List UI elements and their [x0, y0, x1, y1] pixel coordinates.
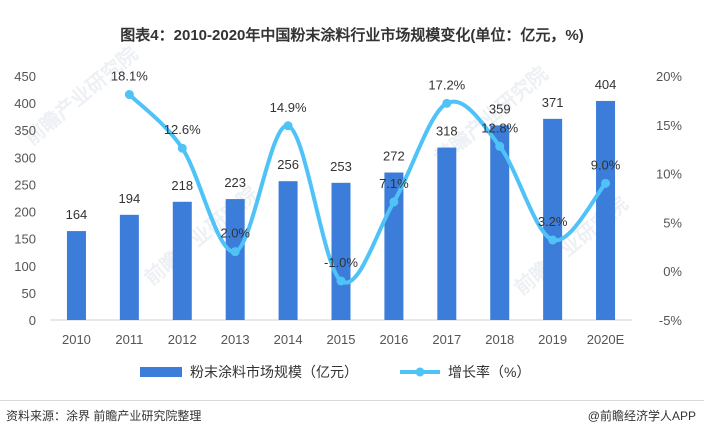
- legend-line-marker: [415, 367, 425, 377]
- x-tick-label: 2018: [485, 332, 514, 347]
- growth-point: [230, 247, 240, 257]
- y-right-tick-label: 0%: [663, 264, 682, 279]
- y-right-tick-label: -5%: [659, 313, 683, 328]
- y-left-tick-label: 350: [14, 123, 36, 138]
- growth-point: [124, 90, 134, 100]
- y-right-tick-label: 10%: [656, 167, 682, 182]
- x-tick-label: 2013: [221, 332, 250, 347]
- y-left-tick-label: 250: [14, 177, 36, 192]
- y-left-tick-label: 150: [14, 232, 36, 247]
- bar-value-label: 272: [383, 149, 405, 164]
- bar-value-label: 404: [595, 77, 617, 92]
- credit: @前瞻经济学人APP: [587, 409, 696, 423]
- y-right-tick-label: 15%: [656, 118, 682, 133]
- x-tick-label: 2016: [379, 332, 408, 347]
- bar: [384, 172, 404, 320]
- source-note: 资料来源：涂界 前瞻产业研究院整理: [6, 409, 202, 423]
- chart-title: 图表4：2010-2020年中国粉末涂料行业市场规模变化(单位：亿元，%): [120, 27, 584, 44]
- chart: 0 50 100 150 200 250 300 350 400 450 -5% 0% 5% 10% 15…: [14, 69, 682, 380]
- x-tick-label: 2015: [327, 332, 356, 347]
- x-axis: 2010 2011 2012 2013 2014 2015 2016 2017 2018 2019…: [62, 332, 625, 347]
- bar: [331, 182, 351, 320]
- bar-series: [66, 100, 616, 320]
- bar: [66, 231, 86, 320]
- y-right-tick-label: 20%: [656, 69, 682, 84]
- growth-point: [601, 178, 611, 188]
- legend-line-label: 增长率（%）: [448, 364, 530, 380]
- x-tick-label: 2019: [538, 332, 567, 347]
- y-left-tick-label: 100: [14, 259, 36, 274]
- bar: [437, 147, 457, 320]
- y-left-tick-label: 0: [29, 313, 36, 328]
- growth-value-label: 18.1%: [111, 69, 148, 84]
- growth-value-label: 2.0%: [220, 226, 250, 241]
- y-left-axis: 0 50 100 150 200 250 300 350 400 450: [14, 69, 36, 328]
- bar-value-label: 359: [489, 101, 511, 116]
- growth-line: [127, 92, 608, 285]
- y-left-tick-label: 200: [14, 205, 36, 220]
- x-tick-label: 2014: [274, 332, 303, 347]
- growth-point: [442, 98, 452, 108]
- legend-bar-swatch: [140, 367, 182, 377]
- growth-value-label: 14.9%: [270, 100, 307, 115]
- growth-point: [495, 141, 505, 151]
- bar-value-label: 371: [542, 95, 564, 110]
- growth-value-label: 7.1%: [379, 176, 409, 191]
- growth-value-label: 12.6%: [164, 122, 201, 137]
- bar-value-label: 164: [66, 207, 88, 222]
- y-left-tick-label: 400: [14, 96, 36, 111]
- y-left-tick-label: 300: [14, 150, 36, 165]
- growth-value-label: 12.8%: [481, 120, 518, 135]
- y-left-tick-label: 450: [14, 69, 36, 84]
- bar: [225, 199, 245, 320]
- growth-point: [389, 197, 399, 207]
- bar: [172, 201, 192, 320]
- growth-value-label: 9.0%: [591, 157, 621, 172]
- y-right-axis: -5% 0% 5% 10% 15% 20%: [656, 69, 682, 328]
- y-left-tick-label: 50: [22, 286, 36, 301]
- bar-value-label: 218: [171, 178, 193, 193]
- bar: [278, 181, 298, 320]
- bar-value-label: 194: [119, 191, 141, 206]
- growth-point: [283, 121, 293, 131]
- bar-value-label: 318: [436, 124, 458, 139]
- bar-value-label: 223: [224, 175, 246, 190]
- growth-value-label: 17.2%: [428, 77, 465, 92]
- bar: [119, 214, 139, 320]
- legend: 粉末涂料市场规模（亿元） 增长率（%）: [140, 364, 530, 380]
- growth-point: [336, 276, 346, 286]
- bar: [490, 125, 510, 320]
- x-tick-label: 2010: [62, 332, 91, 347]
- x-tick-label: 2012: [168, 332, 197, 347]
- y-right-tick-label: 5%: [663, 215, 682, 230]
- growth-points: [124, 90, 611, 286]
- line-labels: 18.1% 12.6% 2.0% 14.9% -1.0% 7.1% 17.2% 12.8% 3.…: [111, 69, 621, 270]
- growth-value-label: 3.2%: [538, 214, 568, 229]
- growth-value-label: -1.0%: [324, 255, 358, 270]
- bar-labels: 164 194 218 223 256 253 272 318 359 371 404: [66, 77, 617, 222]
- growth-point: [177, 143, 187, 153]
- bar-value-label: 253: [330, 159, 352, 174]
- growth-point: [548, 235, 558, 245]
- x-tick-label: 2020E: [587, 332, 625, 347]
- legend-bar-label: 粉末涂料市场规模（亿元）: [190, 364, 358, 380]
- bar: [543, 118, 563, 320]
- bar: [596, 100, 616, 320]
- x-tick-label: 2017: [432, 332, 461, 347]
- x-tick-label: 2011: [115, 332, 143, 347]
- footer-divider: [0, 400, 704, 401]
- bar-value-label: 256: [277, 157, 299, 172]
